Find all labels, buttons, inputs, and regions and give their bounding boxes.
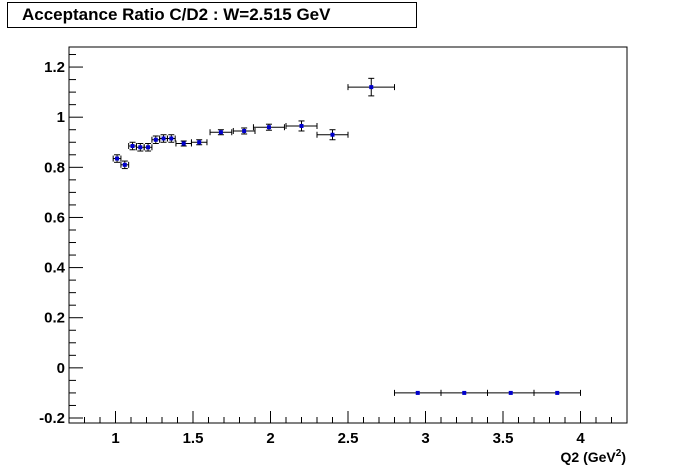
- x-axis-title: Q2 (GeV2): [561, 448, 626, 465]
- point-marker: [169, 136, 174, 141]
- point-marker: [415, 390, 420, 395]
- data-point: [120, 160, 130, 170]
- data-point: [159, 134, 168, 143]
- data-point: [190, 139, 208, 146]
- data-point: [285, 120, 318, 132]
- data-point: [440, 389, 488, 396]
- point-marker: [218, 130, 223, 135]
- data-point: [175, 140, 192, 147]
- y-tick-label: 0.6: [44, 209, 65, 226]
- data-point: [533, 389, 581, 396]
- data-point: [151, 135, 161, 145]
- data-point: [128, 141, 137, 151]
- y-tick-label: 1: [57, 109, 65, 126]
- point-marker: [242, 128, 247, 133]
- x-tick-label: 1.5: [183, 430, 204, 447]
- y-tick-label: 0.2: [44, 310, 65, 327]
- data-point: [209, 129, 233, 136]
- chart-title-box: Acceptance Ratio C/D2 : W=2.515 GeV: [7, 2, 417, 28]
- data-point: [394, 389, 442, 396]
- point-marker: [181, 141, 186, 146]
- x-tick-label: 4: [576, 430, 585, 447]
- data-point: [252, 123, 285, 131]
- point-marker: [555, 390, 560, 395]
- y-axis: -0.2 0 0.2 0.4 0.6 0.8 1 1.2: [39, 54, 83, 427]
- data-point: [143, 143, 153, 152]
- data-point: [166, 134, 176, 143]
- x-tick-label: 2: [266, 430, 274, 447]
- x-tick-label: 3: [421, 430, 429, 447]
- y-tick-label: 1.2: [44, 59, 65, 76]
- data-point: [135, 143, 145, 152]
- point-marker: [138, 145, 143, 150]
- point-marker: [508, 390, 513, 395]
- point-marker: [130, 144, 135, 149]
- y-tick-label: 0: [57, 360, 65, 377]
- data-point: [487, 389, 535, 396]
- data-point: [232, 127, 256, 135]
- point-marker: [266, 125, 271, 130]
- x-tick-label: 3.5: [493, 430, 514, 447]
- point-marker: [153, 137, 158, 142]
- point-marker: [299, 123, 304, 128]
- point-marker: [197, 140, 202, 145]
- data-point: [316, 129, 349, 141]
- y-tick-label: -0.2: [39, 410, 65, 427]
- x-tick-label: 2.5: [338, 430, 359, 447]
- data-point: [347, 77, 395, 97]
- point-marker: [115, 156, 120, 161]
- point-marker: [330, 132, 335, 137]
- data-point: [112, 154, 122, 163]
- point-marker: [462, 390, 467, 395]
- point-marker: [122, 162, 127, 167]
- point-marker: [161, 136, 166, 141]
- data-points: [112, 77, 581, 396]
- x-tick-label: 1: [111, 430, 119, 447]
- y-tick-label: 0.4: [44, 260, 66, 277]
- x-axis: 1 1.5 2 2.5 3 3.5 4: [68, 411, 628, 447]
- y-tick-label: 0.8: [44, 159, 65, 176]
- chart-title: Acceptance Ratio C/D2 : W=2.515 GeV: [22, 5, 331, 24]
- plot-frame: [68, 46, 628, 424]
- point-marker: [369, 85, 374, 90]
- point-marker: [146, 145, 151, 150]
